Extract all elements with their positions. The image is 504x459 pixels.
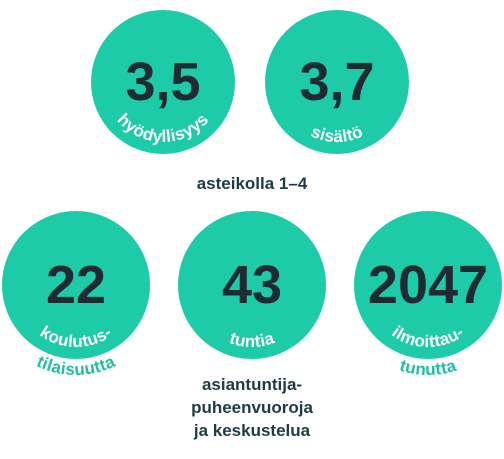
stat-circle xyxy=(91,10,235,154)
stat-circle xyxy=(2,211,150,359)
stat-value: 22 xyxy=(46,255,106,315)
stat-caption: asiantuntija- xyxy=(202,375,302,394)
stat-caption: puheenvuoroja xyxy=(191,398,313,417)
stat-value: 3,5 xyxy=(125,52,200,112)
stat-circle xyxy=(178,211,326,359)
stat-value: 43 xyxy=(222,255,282,315)
stat-circle xyxy=(265,10,409,154)
stat-value: 2047 xyxy=(368,255,488,315)
stat-label-outer: tunutta xyxy=(398,356,459,379)
stat-caption: ja keskustelua xyxy=(193,421,311,440)
stat-circle xyxy=(354,211,502,359)
stat-label: tuntia xyxy=(227,328,277,351)
scale-caption: asteikolla 1–4 xyxy=(197,174,308,193)
stat-value: 3,7 xyxy=(299,52,374,112)
